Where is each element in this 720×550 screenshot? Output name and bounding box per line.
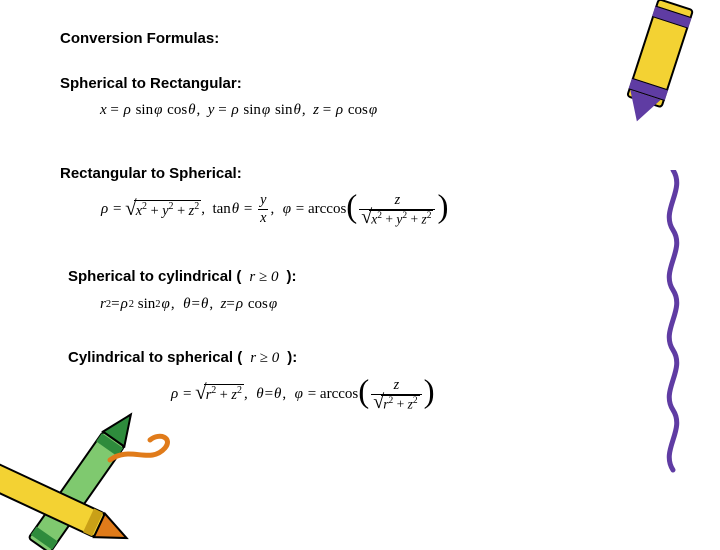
formula-sph2rect: x = ρ sinφ cosθ, y = ρ sinφ sinθ, z = ρ …: [60, 102, 660, 119]
section-rect2sph-title: Rectangular to Spherical:: [60, 165, 660, 182]
section-sph2rect-title: Spherical to Rectangular:: [60, 75, 660, 92]
formula-sph2cyl: r2 = ρ2 sin2φ, θ = θ, z = ρ cosφ: [60, 296, 660, 313]
section-sph2cyl-title: Spherical to cylindrical ( r ≥ 0 ):: [60, 268, 660, 286]
squiggle-line-icon: [658, 170, 688, 480]
cyl2sph-title-pre: Cylindrical to spherical (: [68, 349, 242, 366]
slide-content: Conversion Formulas: Spherical to Rectan…: [0, 0, 720, 412]
cyl2sph-condition: r ≥ 0: [250, 350, 279, 367]
formula-rect2sph: ρ = √x2 + y2 + z2 , tanθ = yx , φ = arcc…: [60, 192, 660, 228]
cyl2sph-title-post: ):: [287, 349, 297, 366]
sph2cyl-title-pre: Spherical to cylindrical (: [68, 268, 241, 285]
sph2cyl-title-post: ):: [286, 268, 296, 285]
section-cyl2sph-title: Cylindrical to spherical ( r ≥ 0 ):: [60, 349, 660, 367]
crayons-bottomleft-icon: [0, 390, 180, 550]
sph2cyl-condition: r ≥ 0: [249, 269, 278, 286]
main-heading: Conversion Formulas:: [60, 30, 660, 47]
